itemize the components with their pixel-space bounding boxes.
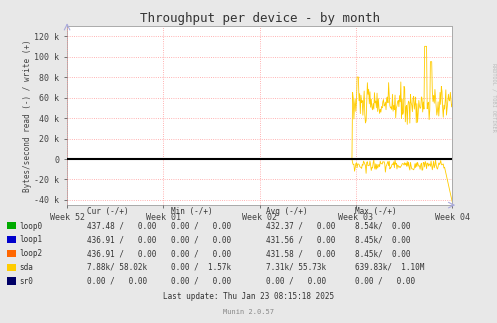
Text: 437.48 /   0.00: 437.48 / 0.00 — [87, 222, 157, 231]
Text: 0.00 /   0.00: 0.00 / 0.00 — [171, 277, 232, 286]
Text: sr0: sr0 — [19, 277, 33, 286]
Text: 431.56 /   0.00: 431.56 / 0.00 — [266, 235, 335, 244]
Text: 8.45k/  0.00: 8.45k/ 0.00 — [355, 249, 411, 258]
Text: 0.00 /   0.00: 0.00 / 0.00 — [171, 249, 232, 258]
Text: 8.45k/  0.00: 8.45k/ 0.00 — [355, 235, 411, 244]
Text: 0.00 /  1.57k: 0.00 / 1.57k — [171, 263, 232, 272]
Text: 432.37 /   0.00: 432.37 / 0.00 — [266, 222, 335, 231]
Text: sda: sda — [19, 263, 33, 272]
Text: 0.00 /   0.00: 0.00 / 0.00 — [171, 222, 232, 231]
Text: Avg (-/+): Avg (-/+) — [266, 207, 308, 216]
Text: loop1: loop1 — [19, 235, 42, 244]
Text: Min (-/+): Min (-/+) — [171, 207, 213, 216]
Text: Last update: Thu Jan 23 08:15:18 2025: Last update: Thu Jan 23 08:15:18 2025 — [163, 292, 334, 301]
Text: Munin 2.0.57: Munin 2.0.57 — [223, 309, 274, 315]
Text: Cur (-/+): Cur (-/+) — [87, 207, 129, 216]
Text: loop2: loop2 — [19, 249, 42, 258]
Y-axis label: Bytes/second read (-) / write (+): Bytes/second read (-) / write (+) — [23, 39, 32, 192]
Text: Max (-/+): Max (-/+) — [355, 207, 397, 216]
Text: 7.31k/ 55.73k: 7.31k/ 55.73k — [266, 263, 326, 272]
Text: loop0: loop0 — [19, 222, 42, 231]
Text: 0.00 /   0.00: 0.00 / 0.00 — [171, 235, 232, 244]
Text: 431.58 /   0.00: 431.58 / 0.00 — [266, 249, 335, 258]
Text: 436.91 /   0.00: 436.91 / 0.00 — [87, 249, 157, 258]
Title: Throughput per device - by month: Throughput per device - by month — [140, 12, 380, 25]
Text: 0.00 /   0.00: 0.00 / 0.00 — [266, 277, 326, 286]
Text: 7.88k/ 58.02k: 7.88k/ 58.02k — [87, 263, 147, 272]
Text: 0.00 /   0.00: 0.00 / 0.00 — [87, 277, 147, 286]
Text: 8.54k/  0.00: 8.54k/ 0.00 — [355, 222, 411, 231]
Text: 639.83k/  1.10M: 639.83k/ 1.10M — [355, 263, 425, 272]
Text: RRDTOOL / TOBI OETIKER: RRDTOOL / TOBI OETIKER — [491, 63, 496, 131]
Text: 0.00 /   0.00: 0.00 / 0.00 — [355, 277, 415, 286]
Text: 436.91 /   0.00: 436.91 / 0.00 — [87, 235, 157, 244]
